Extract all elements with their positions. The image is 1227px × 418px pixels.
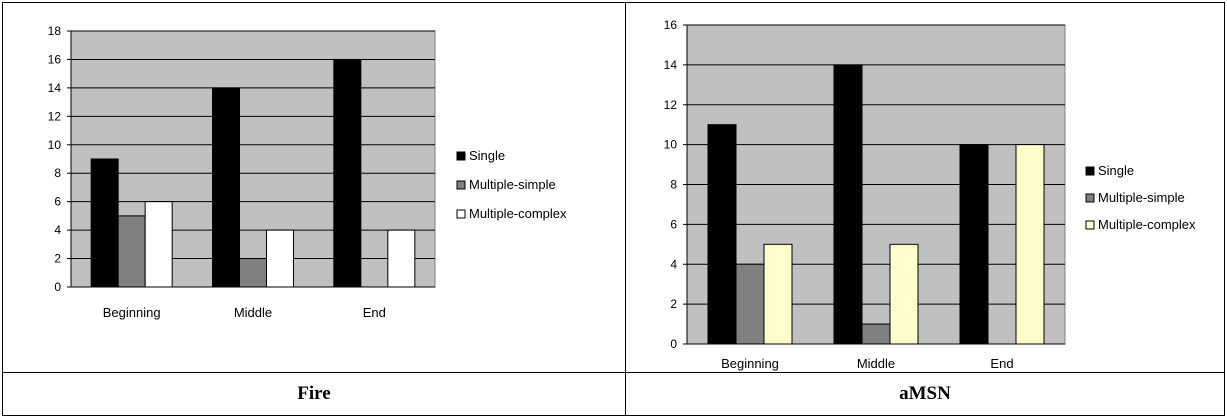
y-tick-label: 16 <box>48 52 62 66</box>
bar-multiple-simple-middle <box>861 323 891 345</box>
y-tick-label: 8 <box>670 178 677 192</box>
y-tick-label: 14 <box>48 81 62 95</box>
bar-multiple-complex-middle <box>889 243 919 345</box>
bar-single-end <box>333 58 362 288</box>
amsn-caption: aMSN <box>899 383 951 404</box>
fire-chart-cell: 0 2 4 6 8 10 12 14 16 18 Beginning Middle End Single M… <box>2 2 626 373</box>
y-tick-label: 0 <box>54 280 61 294</box>
x-tick-label-end: End <box>363 305 386 320</box>
bar-single-end <box>959 144 989 345</box>
legend-label-multiple-complex: Multiple-complex <box>1098 217 1196 232</box>
legend-label-single: Single <box>1098 163 1134 178</box>
amsn-chart-cell: 0 2 4 6 8 10 12 14 16 Beginning Middle End Single Mul… <box>625 2 1225 373</box>
legend-label-multiple-complex: Multiple-complex <box>469 206 567 221</box>
amsn-caption-cell: aMSN <box>625 372 1225 416</box>
legend-swatch-single <box>1085 166 1095 176</box>
y-tick-label: 6 <box>670 217 677 231</box>
y-tick-label: 6 <box>54 195 61 209</box>
bar-single-middle <box>212 87 240 288</box>
x-tick-label-beginning: Beginning <box>721 356 779 371</box>
legend-swatch-single <box>456 151 466 161</box>
y-tick-label: 10 <box>48 138 62 152</box>
legend-label-single: Single <box>469 148 505 163</box>
amsn-chart: 0 2 4 6 8 10 12 14 16 Beginning Middle End Single Mul… <box>664 18 1196 371</box>
legend-label-multiple-simple: Multiple-simple <box>469 177 556 192</box>
bar-single-beginning <box>90 158 119 288</box>
bar-multiple-complex-middle <box>266 229 294 288</box>
legend-swatch-multiple-simple <box>456 180 466 190</box>
y-tick-label: 4 <box>54 223 61 237</box>
bar-multiple-simple-middle <box>239 258 267 288</box>
y-tick-label: 0 <box>670 337 677 351</box>
x-tick-label-end: End <box>990 356 1013 371</box>
legend-swatch-multiple-complex <box>1085 220 1095 230</box>
bar-single-middle <box>833 64 863 345</box>
bar-multiple-complex-beginning <box>144 201 173 288</box>
fire-caption: Fire <box>297 383 331 404</box>
legend-swatch-multiple-simple <box>1085 193 1095 203</box>
y-tick-label: 10 <box>664 138 678 152</box>
bar-multiple-simple-beginning <box>117 215 146 288</box>
bar-single-beginning <box>707 124 737 345</box>
fire-chart: 0 2 4 6 8 10 12 14 16 18 Beginning Middle End Single M… <box>48 24 567 320</box>
bar-multiple-complex-end <box>1015 144 1045 345</box>
y-tick-label: 4 <box>670 257 677 271</box>
x-tick-label-middle: Middle <box>234 305 272 320</box>
y-tick-label: 2 <box>54 252 61 266</box>
legend-label-multiple-simple: Multiple-simple <box>1098 190 1185 205</box>
bar-multiple-complex-beginning <box>763 243 793 345</box>
bar-multiple-complex-end <box>387 229 416 288</box>
y-tick-label: 8 <box>54 166 61 180</box>
y-tick-label: 12 <box>664 98 678 112</box>
y-tick-label: 14 <box>664 58 678 72</box>
y-tick-label: 12 <box>48 109 62 123</box>
bar-multiple-simple-beginning <box>735 263 765 345</box>
x-tick-label-beginning: Beginning <box>103 305 161 320</box>
legend-swatch-multiple-complex <box>456 209 466 219</box>
y-tick-label: 18 <box>48 24 62 38</box>
x-tick-label-middle: Middle <box>857 356 895 371</box>
fire-caption-cell: Fire <box>2 372 626 416</box>
y-tick-label: 16 <box>664 18 678 32</box>
y-tick-label: 2 <box>670 297 677 311</box>
